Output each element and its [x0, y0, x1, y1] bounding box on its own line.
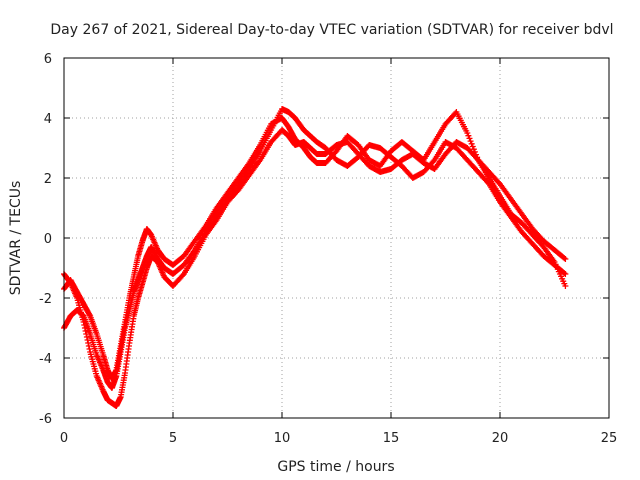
data-point [473, 151, 480, 158]
data-point [464, 130, 471, 136]
y-tick-label: -6 [39, 412, 52, 427]
data-point [466, 135, 473, 142]
data-point [562, 271, 569, 277]
data-point [86, 311, 93, 318]
data-point [470, 146, 477, 153]
data-point [86, 346, 93, 352]
data-point [561, 270, 568, 277]
data-point [474, 154, 481, 161]
data-point [469, 143, 476, 150]
plot-frame [63, 57, 610, 419]
data-point [85, 343, 92, 349]
data-point [467, 138, 474, 145]
y-tick-label: 0 [44, 232, 52, 247]
x-tick-label: 10 [274, 431, 291, 446]
data-point [468, 140, 475, 147]
y-tick-label: 2 [44, 172, 52, 187]
x-tick-label: 0 [60, 431, 68, 446]
x-tick-label: 20 [492, 431, 509, 446]
data-point [562, 283, 569, 289]
axis-ticks: 0 5 10 15 20 25 -6 -4 -2 0 2 4 6 [39, 52, 617, 446]
data-point [83, 334, 90, 340]
data-points [61, 106, 569, 409]
y-tick-label: 6 [44, 52, 52, 67]
data-point [465, 132, 472, 139]
y-axis-label: SDTVAR / TECUs [8, 181, 24, 296]
x-tick-label: 25 [601, 431, 618, 446]
data-point [471, 148, 478, 155]
y-tick-label: 4 [44, 112, 52, 127]
x-tick-label: 15 [383, 431, 400, 446]
x-axis-label: GPS time / hours [277, 459, 394, 475]
data-point [562, 256, 569, 262]
y-tick-label: -2 [39, 292, 52, 307]
chart-title: Day 267 of 2021, Sidereal Day-to-day VTE… [50, 22, 613, 38]
data-point [561, 255, 568, 262]
y-tick-label: -4 [39, 352, 52, 367]
x-tick-label: 5 [169, 431, 177, 446]
